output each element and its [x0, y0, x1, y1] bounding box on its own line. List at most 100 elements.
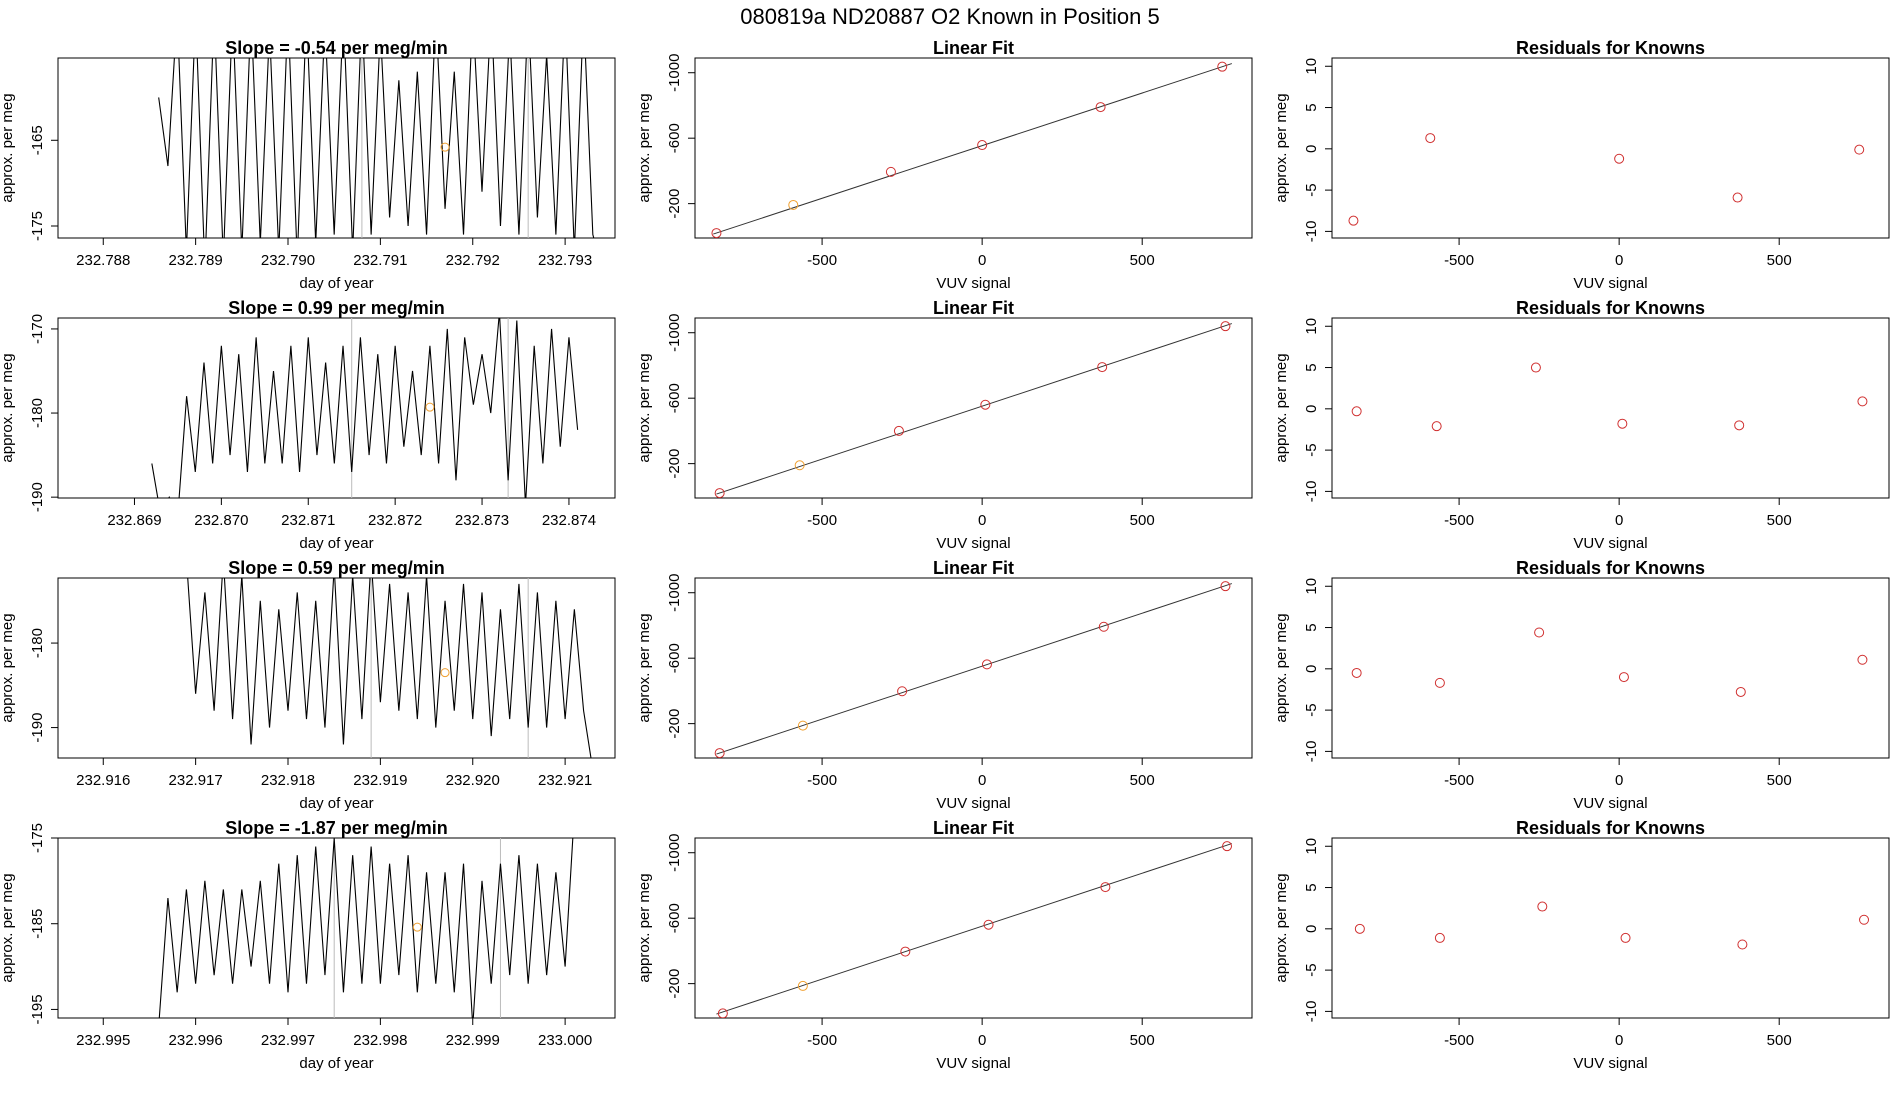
- point: [1537, 901, 1548, 912]
- panel-title: Residuals for Knowns: [1516, 558, 1705, 578]
- x-tick-label: 232.789: [169, 252, 223, 269]
- x-tick-label: 232.874: [542, 512, 596, 529]
- x-axis-label: VUV signal: [1573, 795, 1647, 812]
- x-tick-label: 0: [1615, 252, 1623, 269]
- x-tick-label: -500: [807, 1032, 837, 1049]
- point: [1217, 61, 1228, 72]
- y-axis-label: approx. per meg: [1273, 873, 1290, 982]
- x-tick-label: 232.997: [261, 1032, 315, 1049]
- point: [893, 425, 904, 436]
- point: [1222, 841, 1233, 852]
- plot-area: [1354, 901, 1870, 950]
- y-tick-label: -5: [1303, 443, 1320, 456]
- point: [1737, 939, 1748, 950]
- point: [1220, 581, 1231, 592]
- point: [1100, 882, 1111, 893]
- plot-frame: [694, 837, 1253, 1019]
- y-tick-label: -1000: [666, 54, 683, 92]
- plot-frame: [1331, 317, 1890, 499]
- point: [717, 1008, 728, 1018]
- y-tick-label: -175: [29, 823, 46, 853]
- y-tick-label: -190: [29, 482, 46, 512]
- fit-line: [716, 583, 1232, 755]
- panel: Linear Fit VUV signal approx. per meg -500 0…: [636, 38, 1253, 292]
- panel: Residuals for Knowns VUV signal approx. pe…: [1273, 558, 1890, 812]
- point: [885, 166, 896, 177]
- x-tick-label: -500: [807, 772, 837, 789]
- plot-area: [187, 578, 592, 758]
- x-tick-label: 232.919: [353, 772, 407, 789]
- point: [980, 399, 991, 410]
- y-tick-label: -5: [1303, 963, 1320, 976]
- x-tick-label: 232.920: [446, 772, 500, 789]
- y-tick-label: -1000: [666, 574, 683, 612]
- x-tick-label: 232.999: [446, 1032, 500, 1049]
- y-tick-label: -200: [666, 709, 683, 739]
- panel-title: Linear Fit: [933, 818, 1014, 838]
- x-tick-label: 232.873: [455, 512, 509, 529]
- point: [1735, 686, 1746, 697]
- x-tick-label: 232.921: [538, 772, 592, 789]
- data-line: [151, 318, 579, 498]
- plot-area: [158, 58, 595, 238]
- x-tick-label: 232.998: [353, 1032, 407, 1049]
- x-axis-label: day of year: [299, 1055, 373, 1072]
- y-axis-label: approx. per meg: [1273, 353, 1290, 462]
- panel: Residuals for Knowns VUV signal approx. pe…: [1273, 818, 1890, 1072]
- y-tick-label: 10: [1303, 838, 1320, 855]
- panel-title: Residuals for Knowns: [1516, 298, 1705, 318]
- point: [983, 919, 994, 930]
- x-tick-label: 232.869: [107, 512, 161, 529]
- y-tick-label: -1000: [666, 314, 683, 352]
- x-axis-label: day of year: [299, 275, 373, 292]
- point: [1348, 215, 1359, 226]
- x-axis-label: VUV signal: [1573, 275, 1647, 292]
- x-tick-label: 0: [978, 252, 986, 269]
- x-tick-label: 0: [1615, 512, 1623, 529]
- x-axis-label: VUV signal: [936, 275, 1010, 292]
- x-tick-label: 232.872: [368, 512, 422, 529]
- y-tick-label: -5: [1303, 703, 1320, 716]
- y-tick-label: -600: [666, 123, 683, 153]
- point: [1530, 362, 1541, 373]
- y-tick-label: 10: [1303, 58, 1320, 75]
- y-axis-label: approx. per meg: [636, 613, 653, 722]
- x-tick-label: 500: [1767, 772, 1792, 789]
- panel-title: Linear Fit: [933, 38, 1014, 58]
- y-tick-label: 5: [1303, 883, 1320, 891]
- plot-frame: [694, 317, 1253, 499]
- x-axis-label: VUV signal: [936, 1055, 1010, 1072]
- y-tick-label: -200: [666, 969, 683, 999]
- panel-title: Linear Fit: [933, 558, 1014, 578]
- point: [1617, 418, 1628, 429]
- point: [714, 488, 725, 498]
- x-tick-label: 232.791: [353, 252, 407, 269]
- x-tick-label: 232.792: [446, 252, 500, 269]
- x-tick-label: 500: [1767, 512, 1792, 529]
- x-tick-label: 500: [1130, 252, 1155, 269]
- point: [1732, 192, 1743, 203]
- point: [797, 720, 808, 731]
- highlight-point: [440, 668, 450, 678]
- point: [1857, 654, 1868, 665]
- x-tick-label: 0: [978, 772, 986, 789]
- panel-title: Slope = -0.54 per meg/min: [225, 38, 448, 58]
- point: [900, 946, 911, 957]
- y-tick-label: -200: [666, 189, 683, 219]
- point: [1857, 396, 1868, 407]
- x-tick-label: 232.870: [194, 512, 248, 529]
- x-tick-label: 232.916: [76, 772, 130, 789]
- x-axis-label: VUV signal: [1573, 1055, 1647, 1072]
- point: [714, 748, 725, 758]
- point: [897, 686, 908, 697]
- plot-area: [716, 841, 1233, 1018]
- x-tick-label: 232.788: [76, 252, 130, 269]
- x-tick-label: 0: [978, 512, 986, 529]
- y-tick-label: -600: [666, 903, 683, 933]
- y-tick-label: -10: [1303, 481, 1320, 503]
- plot-area: [151, 318, 579, 498]
- fit-line: [713, 63, 1232, 235]
- panel: Linear Fit VUV signal approx. per meg -500 0…: [636, 558, 1253, 812]
- y-axis-label: approx. per meg: [0, 613, 16, 722]
